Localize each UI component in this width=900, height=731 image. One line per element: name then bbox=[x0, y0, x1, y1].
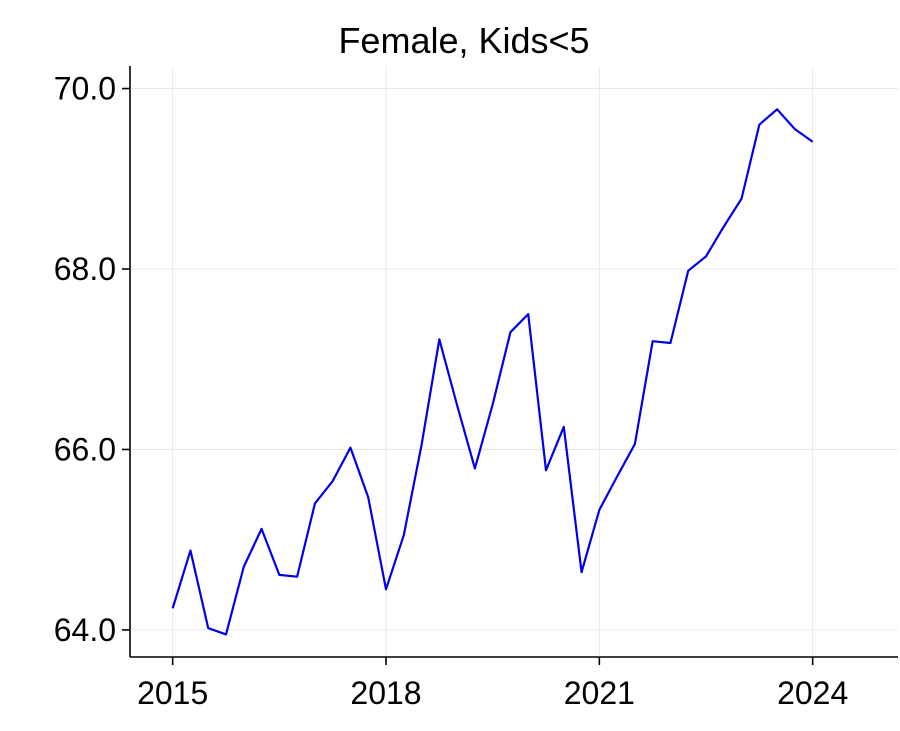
grid bbox=[130, 66, 898, 657]
x-tick-label: 2021 bbox=[564, 675, 635, 711]
x-tick-label: 2015 bbox=[137, 675, 208, 711]
x-tick-label: 2024 bbox=[777, 675, 848, 711]
series-line bbox=[171, 108, 814, 636]
y-tick-label: 68.0 bbox=[54, 251, 116, 287]
y-tick-label: 64.0 bbox=[54, 612, 116, 648]
chart-title: Female, Kids<5 bbox=[338, 20, 589, 61]
x-tick-label: 2018 bbox=[350, 675, 421, 711]
y-axis-ticks: 64.0 66.0 68.0 70.0 bbox=[54, 71, 130, 648]
y-tick-label: 66.0 bbox=[54, 431, 116, 467]
series-group bbox=[171, 108, 814, 636]
axes bbox=[129, 66, 898, 658]
x-axis-ticks: 2015 2018 2021 2024 bbox=[137, 657, 848, 711]
y-tick-label: 70.0 bbox=[54, 71, 116, 107]
